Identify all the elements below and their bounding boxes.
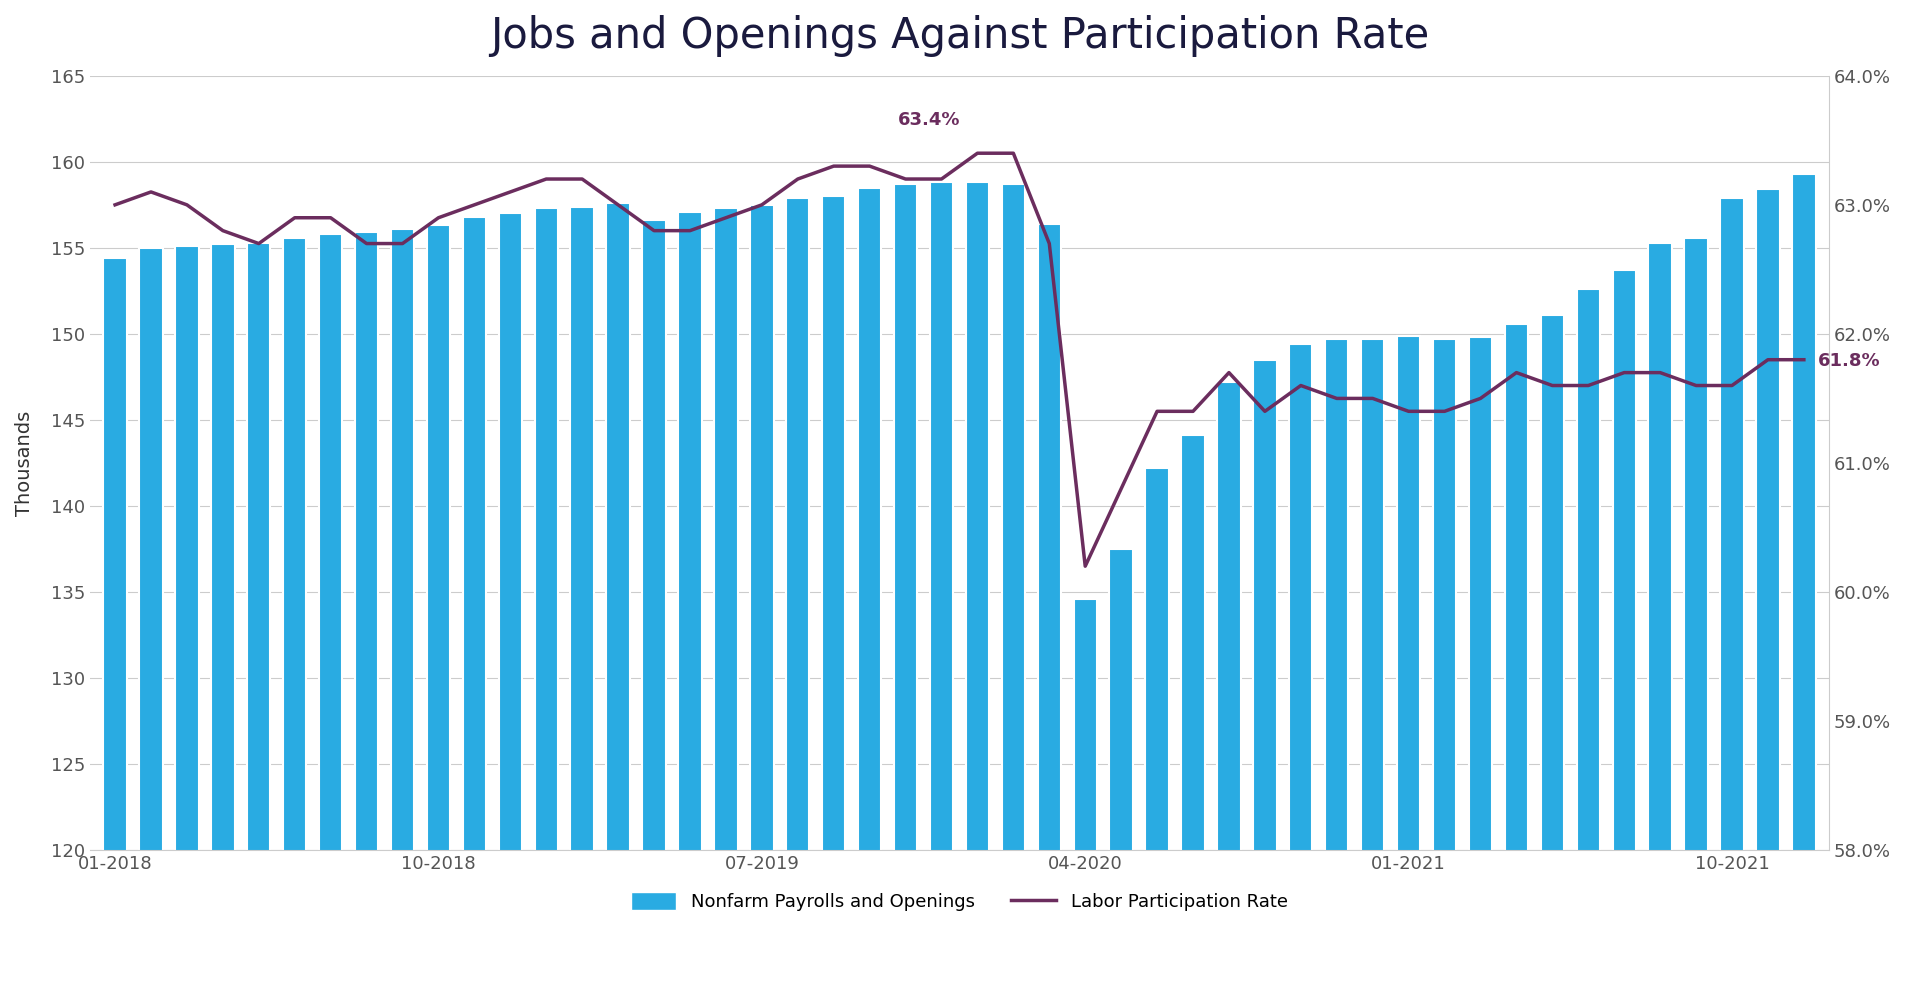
Bar <box>1503 323 1528 992</box>
Bar <box>248 243 271 992</box>
Bar <box>857 187 880 992</box>
Bar <box>1684 237 1707 992</box>
Bar <box>139 248 162 992</box>
Bar <box>893 185 916 992</box>
Bar <box>1433 339 1455 992</box>
Bar <box>714 208 737 992</box>
Bar <box>175 246 198 992</box>
Bar <box>318 234 343 992</box>
Bar <box>1539 315 1564 992</box>
Bar <box>1755 189 1779 992</box>
Bar <box>1145 468 1168 992</box>
Bar <box>1109 549 1132 992</box>
Bar <box>821 196 846 992</box>
Bar <box>642 220 665 992</box>
Legend: Nonfarm Payrolls and Openings, Labor Participation Rate: Nonfarm Payrolls and Openings, Labor Par… <box>623 885 1293 919</box>
Bar <box>1288 344 1313 992</box>
Bar <box>1002 185 1025 992</box>
Bar <box>1253 360 1276 992</box>
Bar <box>354 232 377 992</box>
Title: Jobs and Openings Against Participation Rate: Jobs and Openings Against Participation … <box>490 15 1429 57</box>
Bar <box>103 258 126 992</box>
Bar <box>533 208 558 992</box>
Text: 61.8%: 61.8% <box>1817 352 1880 370</box>
Bar <box>1073 599 1095 992</box>
Bar <box>391 229 413 992</box>
Bar <box>1791 174 1815 992</box>
Bar <box>1217 382 1240 992</box>
Bar <box>499 213 522 992</box>
Bar <box>930 183 952 992</box>
Bar <box>463 217 486 992</box>
Bar <box>1720 198 1743 992</box>
Text: 63.4%: 63.4% <box>897 111 960 129</box>
Bar <box>606 203 629 992</box>
Bar <box>1469 337 1492 992</box>
Bar <box>1575 289 1598 992</box>
Bar <box>211 244 234 992</box>
Bar <box>1181 435 1204 992</box>
Bar <box>427 225 450 992</box>
Bar <box>1036 224 1061 992</box>
Bar <box>751 204 773 992</box>
Bar <box>966 183 989 992</box>
Bar <box>678 211 701 992</box>
Bar <box>1612 270 1634 992</box>
Y-axis label: Thousands: Thousands <box>15 411 34 516</box>
Bar <box>1648 243 1671 992</box>
Bar <box>785 198 810 992</box>
Bar <box>1324 339 1347 992</box>
Bar <box>282 237 307 992</box>
Bar <box>1396 335 1419 992</box>
Bar <box>1360 339 1383 992</box>
Bar <box>570 206 594 992</box>
